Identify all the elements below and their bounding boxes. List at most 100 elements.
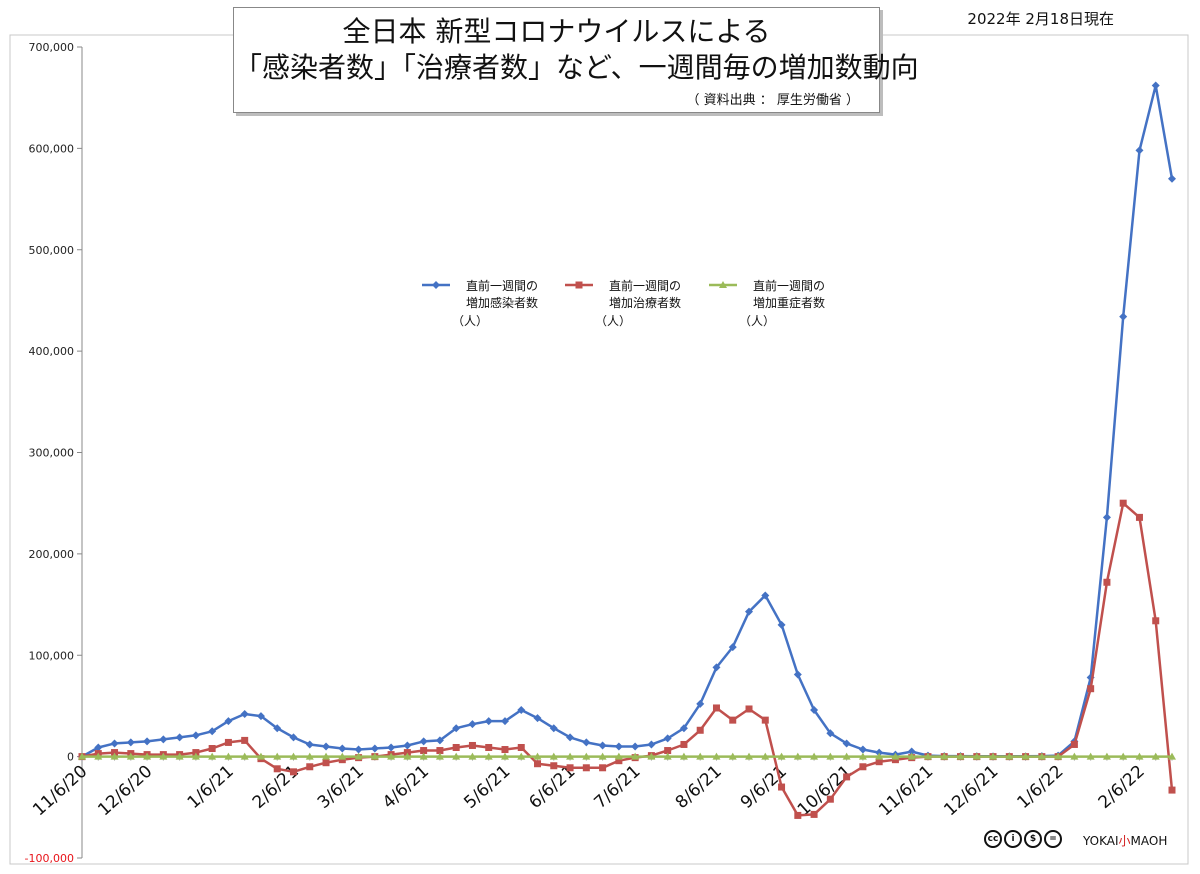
data-point-infections [305, 740, 314, 749]
data-point-severe [256, 752, 265, 760]
data-point-infections [175, 733, 184, 742]
data-point-treatments [680, 740, 688, 748]
data-point-infections [761, 591, 770, 600]
y-tick-label: 100,000 [29, 649, 75, 662]
data-point-infections [582, 738, 591, 747]
data-point-infections [191, 731, 200, 740]
data-point-infections [94, 743, 103, 752]
data-point-treatments [810, 810, 818, 818]
data-point-treatments [859, 763, 867, 771]
data-point-severe [1070, 752, 1079, 760]
data-point-infections [143, 737, 152, 746]
data-point-severe [1005, 752, 1014, 760]
data-point-treatments [664, 747, 672, 755]
x-tick-label: 5/6/21 [460, 761, 514, 812]
y-tick-label: 0 [67, 751, 74, 764]
data-point-severe [143, 752, 152, 760]
data-point-severe [712, 752, 721, 760]
data-point-severe [923, 752, 932, 760]
data-point-severe [631, 752, 640, 760]
data-point-severe [1135, 752, 1144, 760]
data-point-severe [338, 752, 347, 760]
data-point-severe [989, 752, 998, 760]
data-point-severe [94, 752, 103, 760]
data-point-treatments [436, 747, 444, 755]
data-point-severe [126, 752, 135, 760]
data-point-treatments [224, 738, 232, 746]
data-point-infections [452, 724, 461, 733]
data-point-treatments [1135, 513, 1143, 521]
data-point-severe [435, 752, 444, 760]
data-point-infections [663, 734, 672, 743]
x-tick-label: 3/6/21 [314, 761, 368, 812]
data-point-treatments [615, 757, 623, 765]
data-point-treatments [794, 811, 802, 819]
data-point-severe [240, 752, 249, 760]
y-tick-label: 500,000 [29, 244, 75, 257]
data-point-treatments [273, 765, 281, 773]
data-point-infections [322, 742, 331, 751]
legend-label-treatments: 直前一週間の 増加治療者数 [609, 279, 682, 310]
data-point-severe [842, 752, 851, 760]
chart-source-note: （ 資料出典 ： 厚生労働省 ） [686, 93, 859, 108]
data-point-infections [224, 717, 233, 726]
data-point-infections [696, 699, 705, 708]
legend-unit-infections: （人） [452, 314, 489, 328]
data-point-severe [1037, 752, 1046, 760]
data-point-treatments [485, 744, 493, 752]
data-point-severe [289, 752, 298, 760]
data-point-infections [354, 745, 363, 754]
data-point-infections [598, 741, 607, 750]
data-point-treatments [891, 756, 899, 764]
series-line-1 [81, 84, 1174, 758]
data-point-severe [1054, 752, 1063, 760]
data-point-severe [826, 752, 835, 760]
data-point-infections [240, 710, 249, 719]
x-tick-label: 12/6/21 [940, 761, 1002, 820]
creative-commons-badge: cc i $ = [984, 828, 1062, 850]
y-tick-label: 300,000 [29, 447, 75, 460]
data-point-treatments [712, 704, 720, 712]
data-point-severe [452, 752, 461, 760]
data-point-infections [517, 705, 526, 714]
data-point-infections [875, 748, 884, 757]
data-point-severe [484, 752, 493, 760]
x-tick-label: 4/6/21 [379, 761, 433, 812]
data-point-severe [159, 752, 168, 760]
data-point-infections [435, 736, 444, 745]
data-point-severe [533, 752, 542, 760]
data-point-infections [419, 737, 428, 746]
data-point-severe [305, 752, 314, 760]
legend-label-severe: 直前一週間の 増加重症者数 [753, 279, 826, 310]
data-point-treatments [501, 746, 509, 754]
data-point-severe [354, 752, 363, 760]
data-point-severe [208, 752, 217, 760]
data-point-infections [566, 733, 575, 742]
data-point-infections [484, 717, 493, 726]
data-point-treatments [1070, 740, 1078, 748]
data-point-infections [728, 643, 737, 652]
data-point-severe [745, 752, 754, 760]
data-point-treatments [517, 744, 525, 752]
x-tick-label: 7/6/21 [590, 761, 644, 812]
data-point-infections [1119, 312, 1128, 321]
data-point-severe [875, 752, 884, 760]
legend-unit-treatments: （人） [595, 314, 632, 328]
data-point-severe [1021, 752, 1030, 760]
x-tick-label: 1/6/22 [1013, 761, 1067, 812]
data-point-infections [614, 742, 623, 751]
data-point-treatments [534, 760, 542, 768]
chart-title-line-1: 全日本 新型コロナウイルスによる [342, 15, 771, 48]
brand-logo: YOKAI小MAOH [1083, 834, 1168, 848]
data-point-infections [679, 724, 688, 733]
data-point-treatments [729, 716, 737, 724]
data-point-treatments [111, 749, 119, 757]
data-point-severe [370, 752, 379, 760]
data-point-infections [289, 733, 298, 742]
x-tick-label: 12/6/20 [94, 761, 156, 820]
data-point-infections [826, 729, 835, 738]
data-point-treatments [875, 758, 883, 766]
data-point-treatments [745, 705, 753, 713]
noncommercial-icon: $ [1024, 830, 1042, 848]
